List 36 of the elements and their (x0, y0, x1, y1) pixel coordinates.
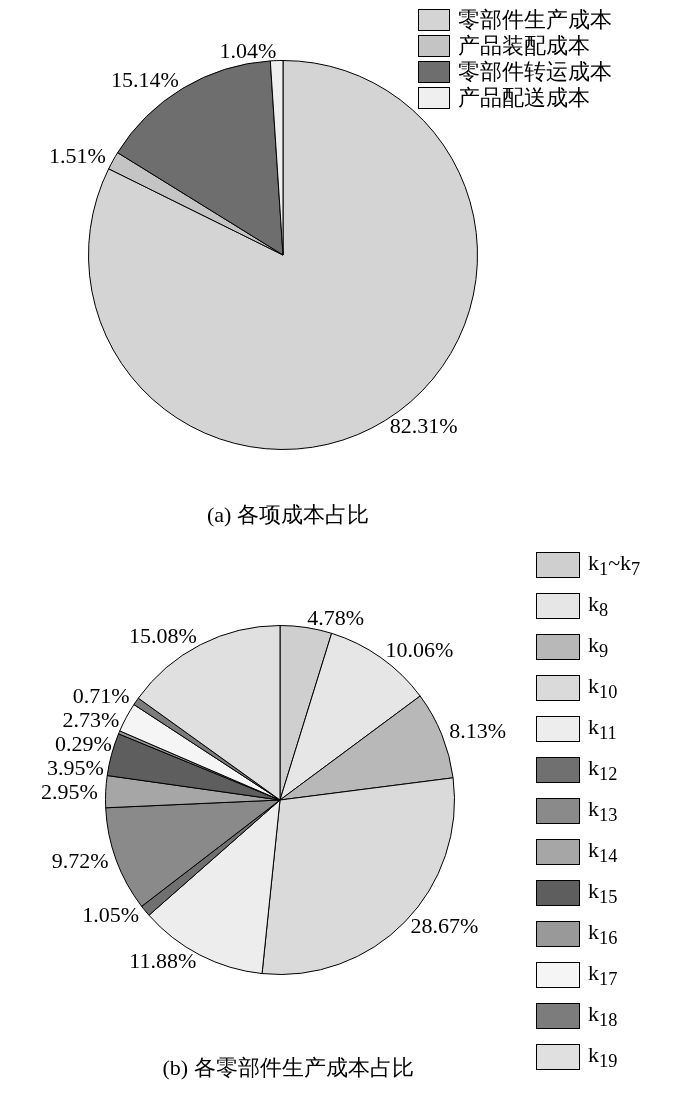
data-label: 1.05% (82, 901, 140, 927)
data-label: 28.67% (410, 913, 479, 939)
data-label: 15.14% (110, 67, 179, 93)
data-label: 8.13% (449, 717, 507, 743)
data-label: 2.95% (40, 778, 98, 804)
legend-label: 零部件转运成本 (458, 59, 612, 84)
legend-label: k$_{1}$~k$_{7}$ (588, 549, 641, 581)
legend-label: k$_{18}$ (588, 1000, 618, 1032)
text: (b) 各零部件生产成本占比 (161, 1054, 415, 1082)
legend-label: k$_{9}$ (588, 631, 609, 663)
data-label: 1.51% (49, 142, 106, 168)
legend-label: k$_{19}$ (588, 1041, 618, 1073)
data-label: 2.73% (62, 706, 120, 732)
data-label: 4.78% (307, 605, 365, 631)
legend-label: 产品装配成本 (458, 33, 590, 58)
data-label: 9.72% (51, 848, 109, 874)
legend-label: 零部件生产成本 (458, 7, 612, 32)
text: (a) 各项成本占比 (206, 501, 370, 529)
legend-label: k$_{17}$ (588, 959, 618, 991)
legend-label: k$_{11}$ (588, 713, 617, 745)
legend-label: k$_{10}$ (588, 672, 618, 704)
legend-label: k$_{14}$ (588, 836, 618, 868)
data-label: 0.29% (54, 730, 112, 756)
data-label: 3.95% (47, 754, 104, 780)
legend-label: k$_{15}$ (588, 877, 618, 909)
data-label: 11.88% (129, 947, 197, 973)
data-label: 0.71% (72, 682, 130, 708)
legend-label: k$_{13}$ (588, 795, 618, 827)
legend-label: k$_{12}$ (588, 754, 618, 786)
legend-label: 产品配送成本 (458, 84, 590, 112)
data-label: 10.06% (385, 636, 454, 662)
legend-label: k$_{8}$ (588, 590, 609, 622)
data-label: 1.04% (219, 38, 277, 64)
data-label: 82.31% (389, 412, 458, 438)
legend-label: k$_{16}$ (588, 918, 618, 950)
data-label: 15.08% (128, 623, 197, 649)
